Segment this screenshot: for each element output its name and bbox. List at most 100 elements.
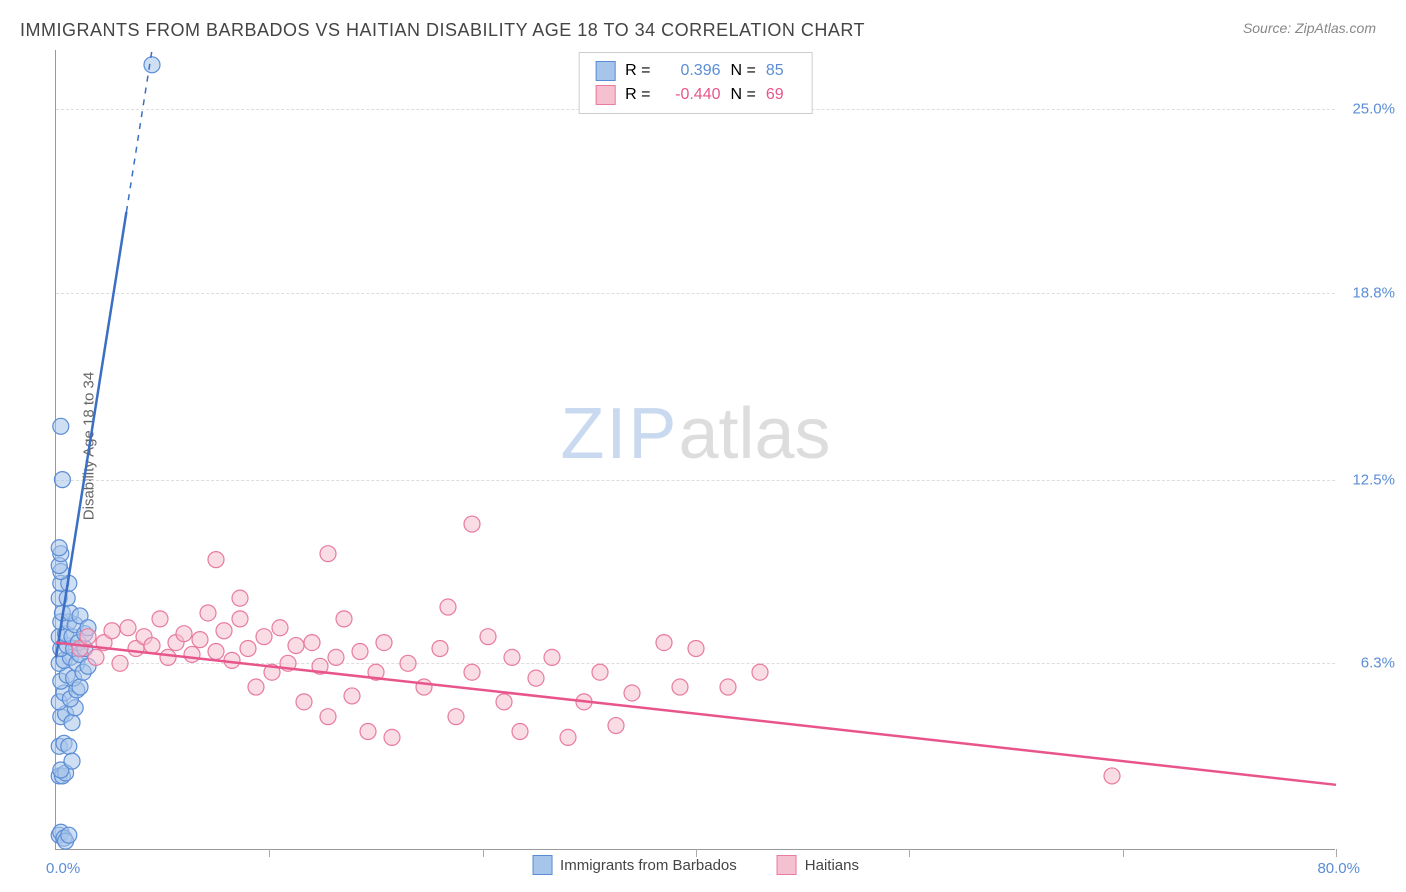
data-point xyxy=(232,590,248,606)
x-tick xyxy=(1336,849,1337,857)
data-point xyxy=(288,638,304,654)
data-point xyxy=(61,738,77,754)
data-point xyxy=(240,641,256,657)
y-tick-label: 12.5% xyxy=(1352,471,1395,488)
data-point xyxy=(320,709,336,725)
data-point xyxy=(152,611,168,627)
trend-line xyxy=(56,212,126,657)
data-point xyxy=(144,638,160,654)
data-point xyxy=(688,641,704,657)
data-point xyxy=(54,472,70,488)
n-value-1: 85 xyxy=(766,59,796,83)
r-prefix: R = xyxy=(625,83,650,107)
data-point xyxy=(208,643,224,659)
stat-row-series1: R = 0.396 N = 85 xyxy=(595,59,796,83)
n-value-2: 69 xyxy=(766,83,796,107)
data-point xyxy=(376,635,392,651)
data-point xyxy=(80,629,96,645)
data-point xyxy=(88,649,104,665)
legend-item-1: Immigrants from Barbados xyxy=(532,855,737,875)
data-point xyxy=(624,685,640,701)
legend-label-2: Haitians xyxy=(805,857,859,874)
trend-line xyxy=(56,643,1336,785)
x-origin-label: 0.0% xyxy=(46,860,80,877)
data-point xyxy=(400,655,416,671)
data-point xyxy=(61,827,77,843)
data-point xyxy=(544,649,560,665)
source-prefix: Source: xyxy=(1243,20,1295,36)
y-tick-label: 6.3% xyxy=(1361,655,1395,672)
data-point xyxy=(304,635,320,651)
data-point xyxy=(328,649,344,665)
data-point xyxy=(480,629,496,645)
n-prefix: N = xyxy=(731,83,756,107)
legend-label-1: Immigrants from Barbados xyxy=(560,857,737,874)
data-point xyxy=(752,664,768,680)
data-point xyxy=(496,694,512,710)
legend-swatch-2 xyxy=(777,855,797,875)
n-prefix: N = xyxy=(731,59,756,83)
data-point xyxy=(528,670,544,686)
data-point xyxy=(512,723,528,739)
data-point xyxy=(608,718,624,734)
x-tick xyxy=(1123,849,1124,857)
x-tick xyxy=(483,849,484,857)
data-point xyxy=(560,729,576,745)
data-point xyxy=(176,626,192,642)
scatter-svg xyxy=(56,50,1335,849)
swatch-series1 xyxy=(595,61,615,81)
data-point xyxy=(672,679,688,695)
data-point xyxy=(72,679,88,695)
trend-line-dashed xyxy=(126,50,152,212)
data-point xyxy=(184,646,200,662)
data-point xyxy=(464,516,480,532)
data-point xyxy=(144,57,160,73)
y-tick-label: 18.8% xyxy=(1352,284,1395,301)
x-tick xyxy=(909,849,910,857)
data-point xyxy=(216,623,232,639)
data-point xyxy=(360,723,376,739)
data-point xyxy=(1104,768,1120,784)
data-point xyxy=(120,620,136,636)
data-point xyxy=(344,688,360,704)
data-point xyxy=(656,635,672,651)
chart-title: IMMIGRANTS FROM BARBADOS VS HAITIAN DISA… xyxy=(20,20,865,41)
legend-swatch-1 xyxy=(532,855,552,875)
r-value-2: -0.440 xyxy=(661,83,721,107)
r-prefix: R = xyxy=(625,59,650,83)
swatch-series2 xyxy=(595,85,615,105)
x-max-label: 80.0% xyxy=(1317,860,1360,877)
data-point xyxy=(504,649,520,665)
data-point xyxy=(64,753,80,769)
data-point xyxy=(256,629,272,645)
data-point xyxy=(248,679,264,695)
data-point xyxy=(464,664,480,680)
data-point xyxy=(592,664,608,680)
legend: Immigrants from Barbados Haitians xyxy=(532,855,859,875)
data-point xyxy=(160,649,176,665)
r-value-1: 0.396 xyxy=(661,59,721,83)
x-tick xyxy=(269,849,270,857)
data-point xyxy=(64,715,80,731)
data-point xyxy=(208,552,224,568)
source-name: ZipAtlas.com xyxy=(1295,20,1376,36)
data-point xyxy=(720,679,736,695)
source-attribution: Source: ZipAtlas.com xyxy=(1243,20,1376,36)
plot-area: ZIPatlas 6.3%12.5%18.8%25.0% R = 0.396 N… xyxy=(55,50,1335,850)
data-point xyxy=(53,418,69,434)
y-tick-label: 25.0% xyxy=(1352,101,1395,118)
data-point xyxy=(416,679,432,695)
data-point xyxy=(51,540,67,556)
data-point xyxy=(200,605,216,621)
data-point xyxy=(352,643,368,659)
data-point xyxy=(192,632,208,648)
data-point xyxy=(320,546,336,562)
legend-item-2: Haitians xyxy=(777,855,859,875)
data-point xyxy=(432,641,448,657)
data-point xyxy=(232,611,248,627)
data-point xyxy=(112,655,128,671)
data-point xyxy=(440,599,456,615)
data-point xyxy=(272,620,288,636)
stat-row-series2: R = -0.440 N = 69 xyxy=(595,83,796,107)
data-point xyxy=(384,729,400,745)
